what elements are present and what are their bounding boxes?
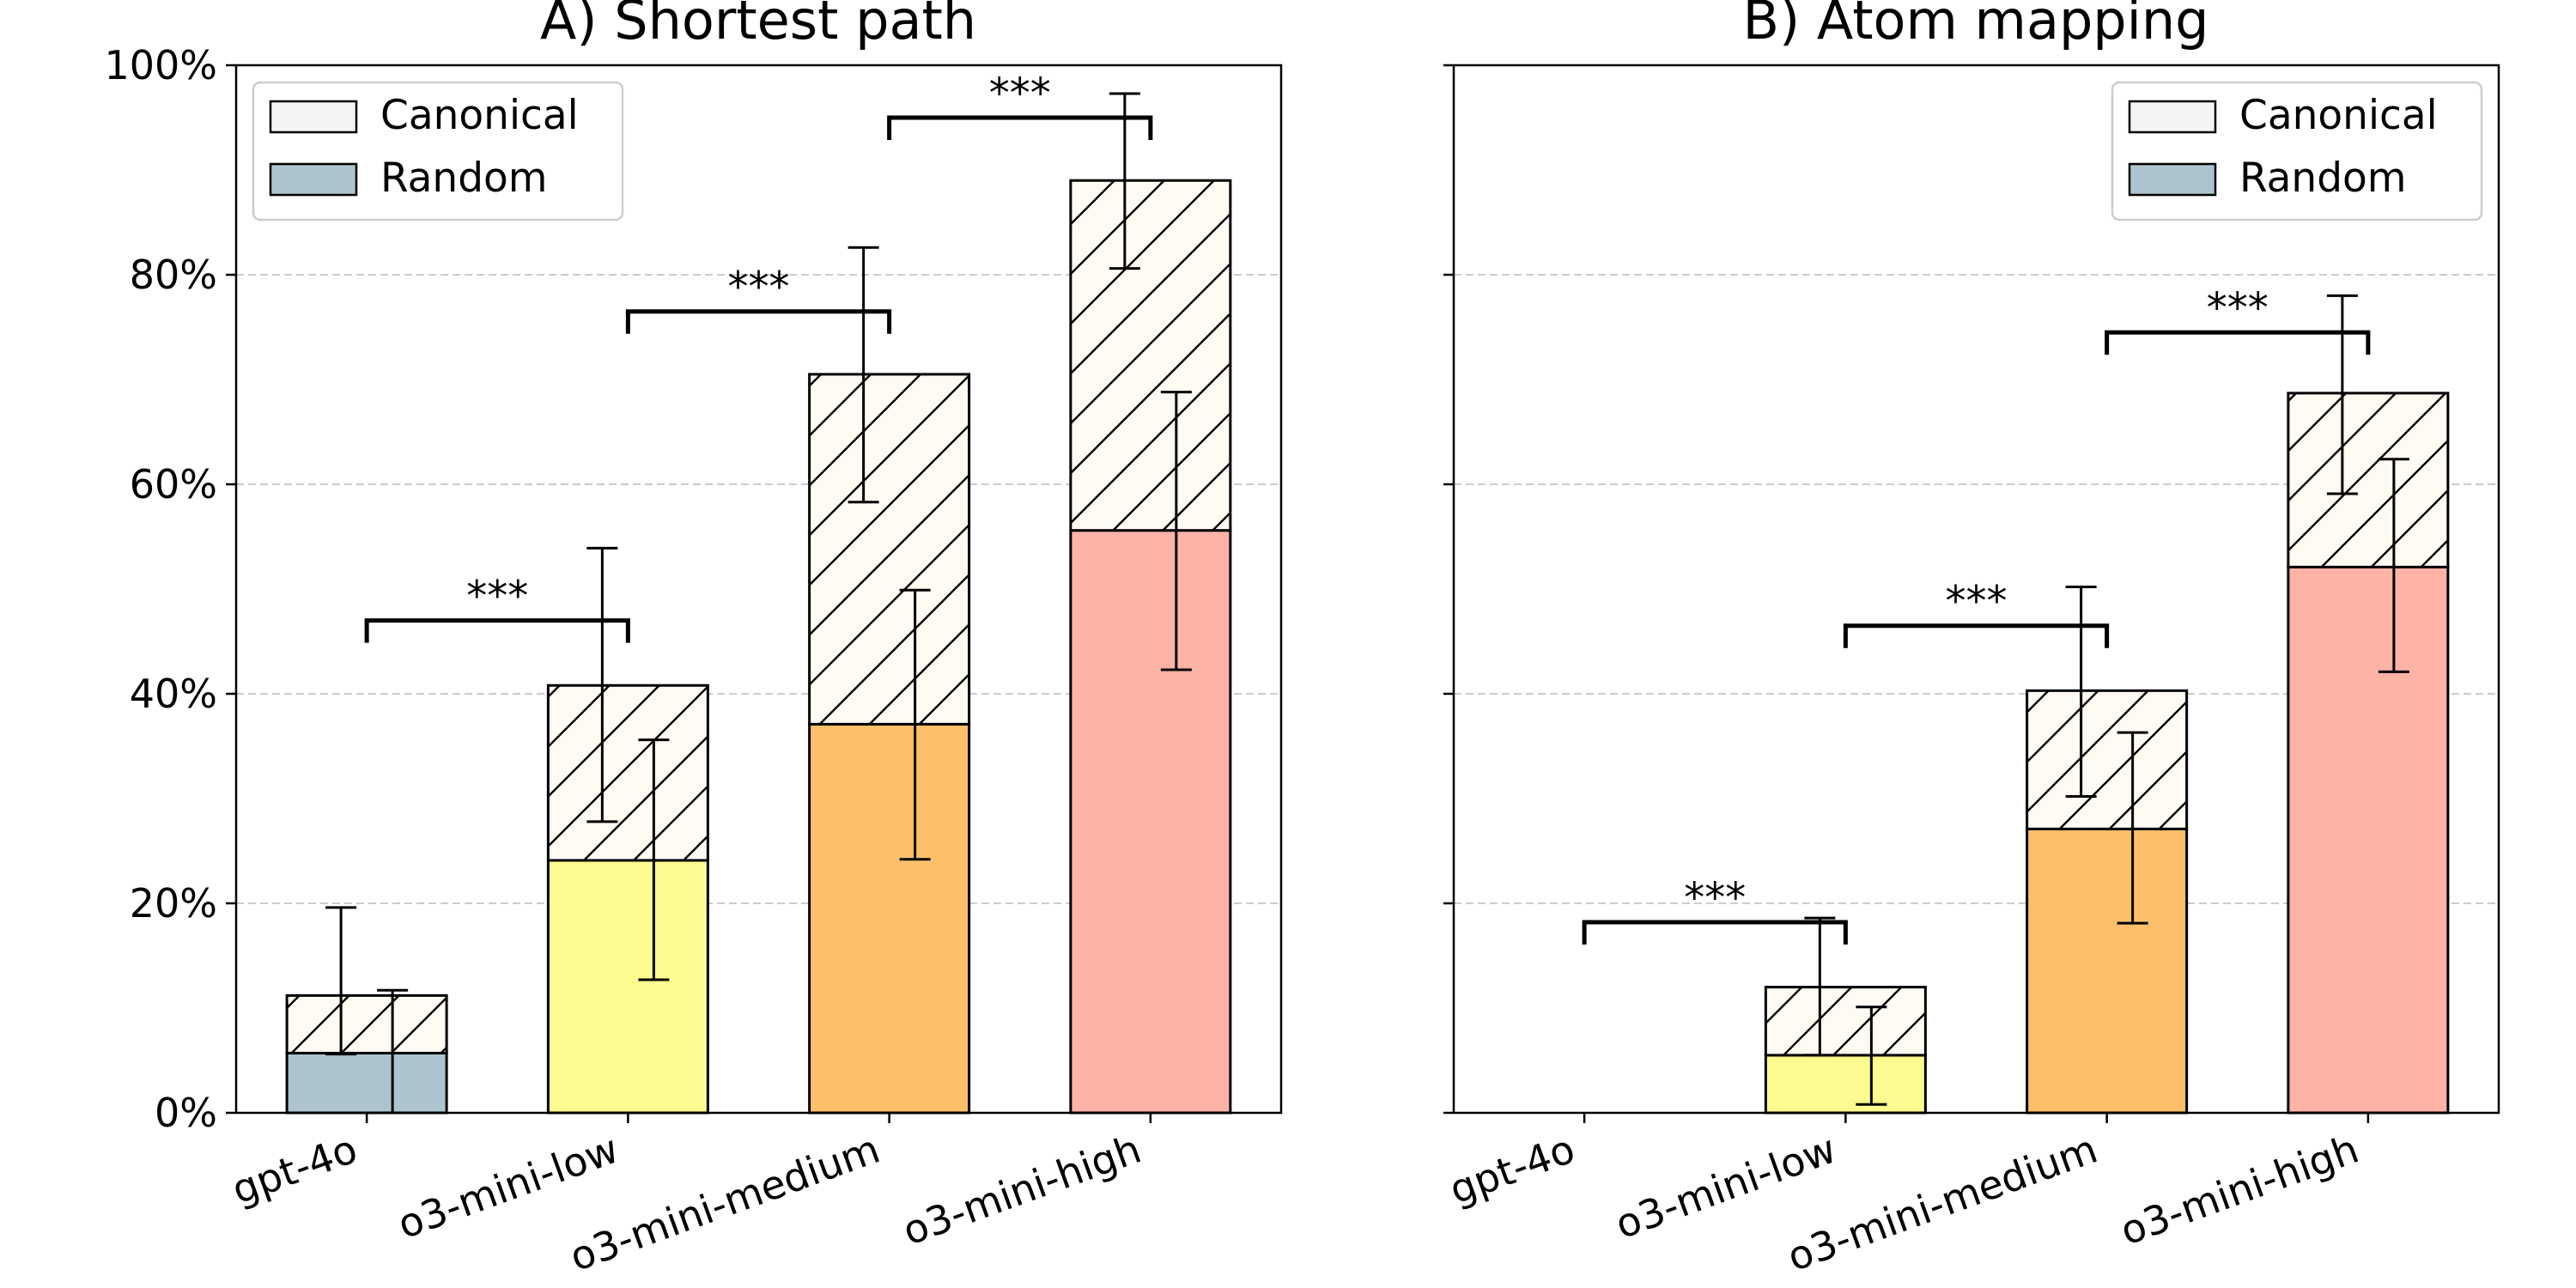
- bar-random: [546, 859, 709, 1115]
- significance-bracket: [1582, 920, 1848, 945]
- x-tick-label: o3-mini-high: [896, 1126, 1146, 1255]
- bar-canonical: [285, 993, 448, 1054]
- bar-random: [285, 1051, 448, 1115]
- significance-label: ***: [728, 264, 790, 312]
- x-tick-label: o3-mini-high: [2114, 1126, 2364, 1255]
- y-tick-label: 0%: [155, 1090, 217, 1136]
- y-tick-label: 60%: [130, 461, 217, 507]
- legend-swatch-random: [2128, 162, 2217, 197]
- legend-swatch-canonical: [2128, 100, 2217, 134]
- legend-label: Canonical: [2239, 92, 2438, 139]
- legend-label: Random: [380, 155, 548, 202]
- bar-canonical: [1764, 986, 1927, 1057]
- bar-random: [2026, 827, 2189, 1115]
- significance-label: ***: [1684, 874, 1746, 922]
- significance-bracket: [625, 309, 892, 334]
- significance-label: ***: [989, 70, 1051, 118]
- panel-b-title: B) Atom mapping: [1742, 0, 2208, 52]
- plot-frame: [1452, 64, 2500, 1115]
- bar-canonical: [808, 373, 971, 726]
- y-tick-label: 100%: [104, 42, 217, 88]
- legend-label: Canonical: [380, 92, 579, 139]
- significance-bracket: [1843, 623, 2110, 648]
- y-tick-label: 20%: [130, 880, 217, 927]
- legend-label: Random: [2239, 155, 2407, 202]
- panel-b-atom-mapping: B) Atom mapping *********gpt-4o o3-mini-l…: [1443, 0, 2500, 1280]
- bar-random: [2287, 565, 2450, 1115]
- bar-canonical: [2287, 392, 2450, 568]
- significance-label: ***: [2207, 284, 2269, 332]
- significance-label: ***: [466, 573, 528, 621]
- panel-a-title: A) Shortest path: [540, 0, 976, 52]
- legend: Canonical Random: [252, 81, 624, 222]
- x-tick-label: gpt-4o: [226, 1126, 363, 1213]
- x-tick-label: gpt-4o: [1443, 1126, 1581, 1213]
- legend: Canonical Random: [2111, 81, 2483, 222]
- bar-random: [808, 722, 971, 1115]
- legend-swatch-random: [269, 162, 358, 197]
- bar-canonical: [2026, 689, 2189, 830]
- y-tick-label: 80%: [130, 252, 217, 298]
- bar-random: [1764, 1054, 1927, 1115]
- bar-random: [1069, 529, 1232, 1115]
- panel-a-shortest-path: A) Shortest path *** *** *** 0% 20% 40% 60% 80%…: [104, 0, 1283, 1280]
- significance-bracket: [2105, 330, 2371, 355]
- significance-bracket: [887, 115, 1153, 140]
- significance-label: ***: [1946, 578, 2008, 626]
- y-tick-label: 40%: [130, 671, 217, 717]
- significance-bracket: [364, 618, 630, 643]
- plot-frame: [234, 64, 1283, 1115]
- bar-canonical: [1069, 179, 1232, 532]
- legend-swatch-canonical: [269, 100, 358, 134]
- bar-canonical: [546, 683, 709, 862]
